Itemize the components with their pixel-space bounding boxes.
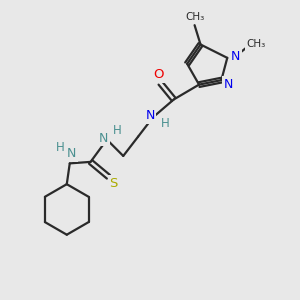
- Text: H: H: [113, 124, 122, 137]
- Text: O: O: [154, 68, 164, 81]
- Text: N: N: [231, 50, 240, 63]
- Text: S: S: [110, 177, 118, 190]
- Text: N: N: [224, 78, 233, 91]
- Text: N: N: [99, 132, 108, 145]
- Text: N: N: [67, 147, 76, 161]
- Text: N: N: [145, 109, 155, 122]
- Text: CH₃: CH₃: [185, 12, 204, 22]
- Text: H: H: [56, 140, 64, 154]
- Text: CH₃: CH₃: [247, 40, 266, 50]
- Text: H: H: [161, 117, 170, 130]
